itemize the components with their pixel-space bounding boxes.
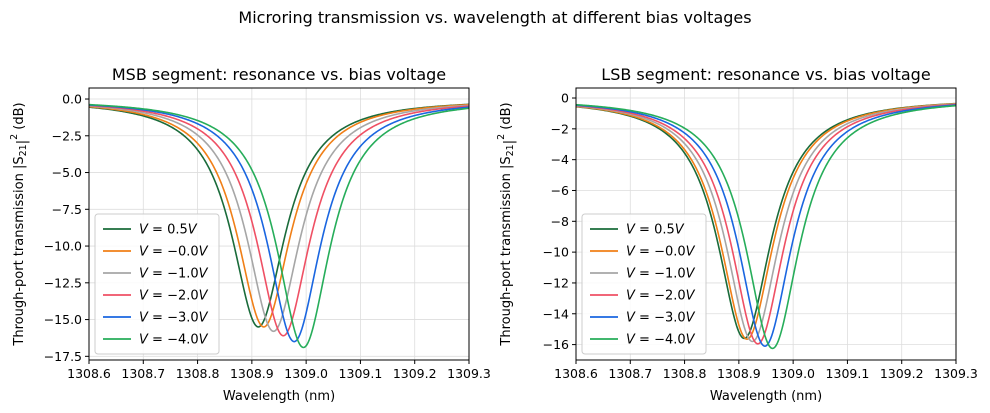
y-tick-label: −15.0 — [44, 312, 82, 327]
x-tick-label: 1309.3 — [447, 366, 491, 381]
legend-label: V = −3.0V — [139, 311, 209, 326]
legend-box — [581, 213, 707, 355]
y-tick-label: 0.0 — [62, 92, 82, 107]
y-tick-label: −16 — [543, 337, 569, 352]
msb-legend: V = 0.5V V = −0.0V V = −1.0V V = −2.0V V = −… — [94, 213, 220, 355]
series-line-4 — [576, 104, 956, 347]
legend-label: V = 0.5V — [139, 223, 198, 238]
legend-box — [94, 213, 220, 355]
x-tick-label: 1308.8 — [176, 366, 220, 381]
x-tick-label: 1309.0 — [771, 366, 815, 381]
x-tick-label: 1308.7 — [121, 366, 165, 381]
x-tick-label: 1309.0 — [284, 366, 328, 381]
lsb-panel: 1308.6 1308.7 1308.8 1308.9 1309.0 1309.1 1309… — [496, 65, 978, 404]
legend-label: V = −2.0V — [139, 289, 209, 304]
legend-label: V = −0.0V — [139, 245, 209, 260]
legend-label: V = −4.0V — [626, 333, 696, 348]
x-tick-label: 1309.2 — [880, 366, 924, 381]
y-tick-label: −12 — [543, 275, 569, 290]
lsb-axes-frame — [575, 87, 957, 361]
msb-title: MSB segment: resonance vs. bias voltage — [112, 65, 446, 84]
x-tick-label: 1308.6 — [67, 366, 111, 381]
y-tick-label: −2.5 — [52, 128, 82, 143]
legend-label: V = −4.0V — [139, 333, 209, 348]
lsb-x-label: Wavelength (nm) — [710, 389, 822, 404]
legend-label: V = −1.0V — [139, 267, 209, 282]
series-line-3 — [576, 103, 956, 345]
y-tick-label: −14 — [543, 306, 569, 321]
y-tick-label: −4 — [551, 152, 569, 167]
y-tick-label: 0 — [561, 91, 569, 106]
y-tick-label: −17.5 — [44, 349, 82, 364]
x-tick-label: 1308.8 — [663, 366, 707, 381]
msb-x-label: Wavelength (nm) — [223, 389, 335, 404]
lsb-y-label: Through-port transmission |S21|2 (dB) — [496, 102, 517, 346]
series-line-1 — [89, 103, 469, 328]
y-tick-label: −2 — [551, 121, 569, 136]
y-tick-label: −7.5 — [52, 202, 82, 217]
x-tick-label: 1309.1 — [826, 366, 870, 381]
lsb-series-group — [576, 102, 956, 350]
x-tick-label: 1308.6 — [554, 366, 598, 381]
x-tick-label: 1309.2 — [393, 366, 437, 381]
x-tick-label: 1308.9 — [717, 366, 761, 381]
msb-panel: 1308.6 1308.7 1308.8 1308.9 1309.0 1309.1 1309… — [9, 65, 491, 404]
series-line-3 — [89, 104, 469, 337]
series-line-5 — [576, 103, 956, 350]
legend-label: V = −2.0V — [626, 289, 696, 304]
y-tick-label: −6 — [551, 183, 569, 198]
series-line-2 — [576, 103, 956, 343]
msb-axes-frame — [88, 87, 470, 361]
msb-series-group — [89, 103, 469, 349]
lsb-title: LSB segment: resonance vs. bias voltage — [601, 65, 930, 84]
y-tick-label: −12.5 — [44, 275, 82, 290]
legend-label: V = −1.0V — [626, 267, 696, 282]
y-tick-label: −10.0 — [44, 239, 82, 254]
series-line-5 — [89, 103, 469, 349]
legend-label: V = −0.0V — [626, 245, 696, 260]
x-tick-label: 1309.3 — [934, 366, 978, 381]
series-line-4 — [89, 104, 469, 343]
y-tick-label: −5.0 — [52, 165, 82, 180]
series-line-2 — [89, 104, 469, 333]
lsb-legend: V = 0.5V V = −0.0V V = −1.0V V = −2.0V V = −… — [581, 213, 707, 355]
y-tick-label: −8 — [551, 214, 569, 229]
msb-y-label: Through-port transmission |S21|2 (dB) — [9, 102, 30, 346]
legend-label: V = 0.5V — [626, 223, 685, 238]
x-tick-label: 1308.7 — [608, 366, 652, 381]
legend-label: V = −3.0V — [626, 311, 696, 326]
y-tick-label: −10 — [543, 245, 569, 260]
x-tick-label: 1309.1 — [339, 366, 383, 381]
figure-suptitle: Microring transmission vs. wavelength at… — [238, 8, 751, 27]
x-tick-label: 1308.9 — [230, 366, 274, 381]
series-line-1 — [576, 102, 956, 341]
